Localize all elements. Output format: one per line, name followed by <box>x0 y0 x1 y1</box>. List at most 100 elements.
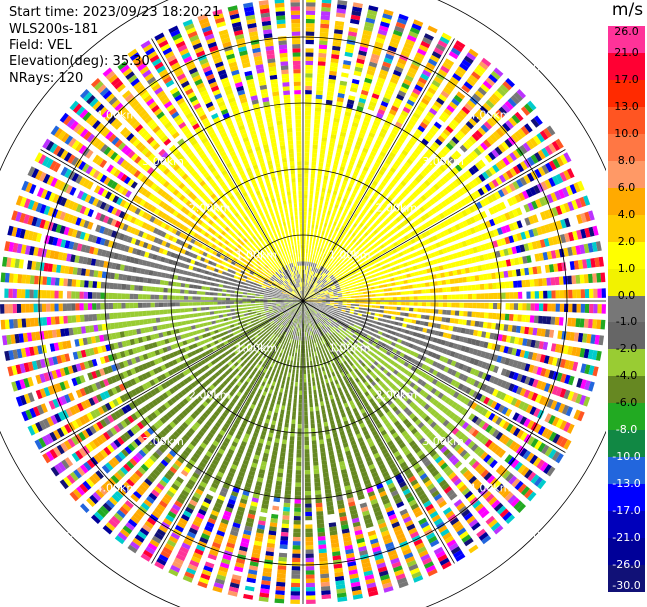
range-gate <box>344 227 349 233</box>
range-gate <box>337 92 345 99</box>
range-gate <box>300 353 303 358</box>
range-gate <box>303 332 305 337</box>
range-gate <box>345 291 351 294</box>
range-gate <box>283 393 288 398</box>
range-gate <box>343 115 351 121</box>
range-gate <box>310 411 314 416</box>
range-gate <box>564 303 569 313</box>
range-gate <box>526 303 531 311</box>
range-gate <box>414 271 420 276</box>
range-gate <box>394 208 400 215</box>
range-gate <box>322 124 329 130</box>
range-gate <box>305 524 313 529</box>
range-gate <box>576 214 583 224</box>
range-gate <box>307 336 309 341</box>
range-gate <box>313 303 318 305</box>
range-gate <box>320 217 325 223</box>
range-gate <box>442 295 448 300</box>
range-gate <box>491 149 500 158</box>
range-gate <box>279 456 285 461</box>
range-gate <box>465 169 473 178</box>
range-gate <box>319 27 329 33</box>
range-gate <box>423 134 432 143</box>
range-gate <box>310 228 314 233</box>
range-gate <box>550 250 557 259</box>
range-gate <box>306 240 309 245</box>
range-gate <box>400 50 411 58</box>
range-gate <box>598 256 604 267</box>
range-gate <box>554 276 560 286</box>
range-gate <box>501 187 509 196</box>
range-gate <box>495 176 503 186</box>
range-gate <box>484 183 492 192</box>
range-gate <box>400 291 406 295</box>
range-gate <box>318 346 322 351</box>
range-gate <box>412 265 418 271</box>
range-gate <box>304 453 310 458</box>
range-gate <box>299 378 303 383</box>
range-gate <box>308 283 311 288</box>
range-gate <box>441 32 452 41</box>
range-gate <box>380 180 387 187</box>
range-gate <box>290 595 300 600</box>
range-gate <box>329 377 333 383</box>
range-gate <box>352 222 358 228</box>
range-gate <box>453 94 463 103</box>
range-gate <box>346 186 352 192</box>
range-gate <box>314 246 317 251</box>
range-gate <box>344 275 350 279</box>
range-gate <box>401 165 409 172</box>
range-gate <box>441 111 450 120</box>
range-gate <box>538 315 543 324</box>
range-gate <box>349 160 355 166</box>
range-gate <box>320 451 326 457</box>
range-gate <box>354 321 360 325</box>
range-gate <box>378 250 384 256</box>
range-gate <box>433 121 442 130</box>
range-gate <box>505 303 510 310</box>
range-gate <box>389 41 399 49</box>
range-gate <box>323 421 329 427</box>
range-gate <box>526 339 532 347</box>
range-gate <box>427 322 433 327</box>
range-gate <box>443 220 450 227</box>
range-gate <box>293 532 301 538</box>
range-gate <box>411 202 418 210</box>
range-gate <box>438 331 444 337</box>
range-gate <box>298 411 302 416</box>
range-gate <box>308 278 310 284</box>
range-gate <box>294 356 297 362</box>
range-gate <box>337 144 343 150</box>
range-gate <box>337 306 343 309</box>
range-gate <box>306 599 316 604</box>
range-gate <box>460 127 469 136</box>
range-gate <box>323 476 330 482</box>
range-gate <box>399 221 406 228</box>
range-gate <box>304 282 306 287</box>
range-gate <box>417 296 422 300</box>
range-gate <box>341 240 346 245</box>
range-gate <box>532 365 539 375</box>
range-gate <box>410 115 419 123</box>
range-gate <box>405 296 410 300</box>
range-gate <box>567 346 573 356</box>
range-gate <box>335 16 345 22</box>
range-gate <box>471 71 481 80</box>
range-gate <box>305 35 315 40</box>
range-gate <box>361 261 366 266</box>
range-gate <box>319 556 328 562</box>
range-gate <box>316 285 320 289</box>
range-gate <box>544 329 550 338</box>
range-gate <box>543 238 550 247</box>
range-gate <box>325 302 330 304</box>
range-gate <box>342 119 350 125</box>
range-gate <box>473 214 480 222</box>
range-gate <box>459 294 464 300</box>
range-gate <box>394 65 404 73</box>
range-gate <box>401 302 406 306</box>
range-gate <box>545 162 553 173</box>
range-gate <box>501 303 506 310</box>
range-gate <box>453 352 460 359</box>
range-gate <box>488 96 498 106</box>
range-gate <box>295 482 302 487</box>
